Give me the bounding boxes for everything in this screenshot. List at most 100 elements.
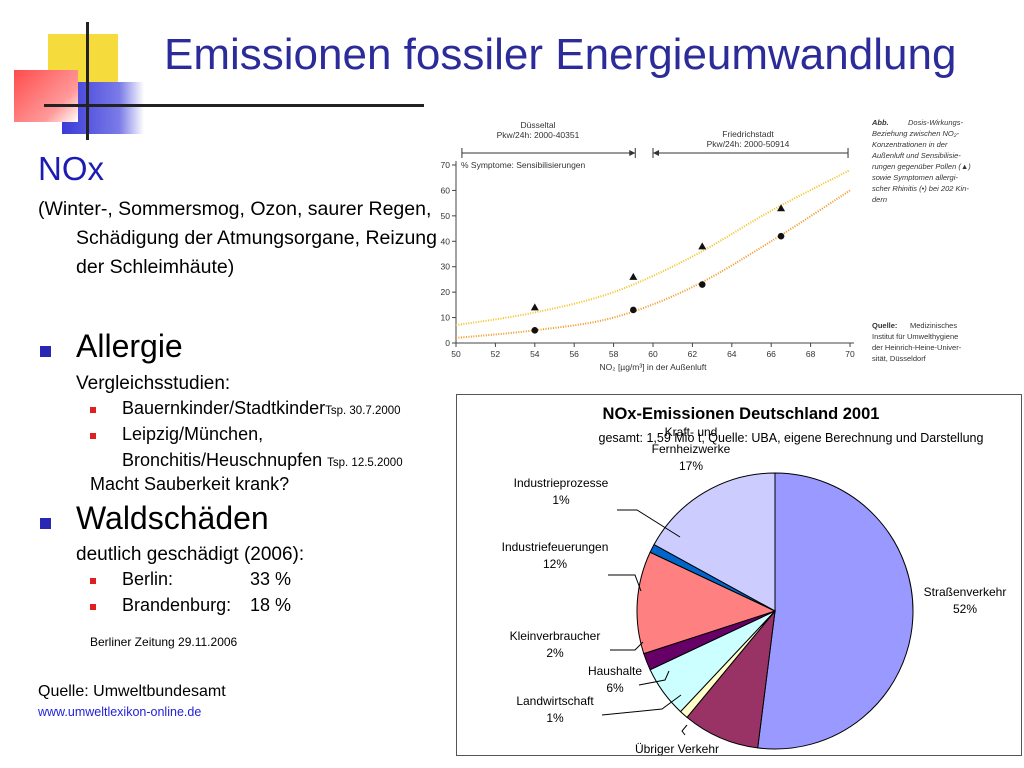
leader-line-3: [601, 694, 682, 716]
circle-point: [698, 281, 706, 288]
line-chart-ticks: 0 10 20 30 40 50 60 70 50 52 54 56 58 60 62 64 66 68 70 NO₂…: [441, 160, 855, 372]
circle-point: [630, 306, 637, 314]
y-tick-label: 60: [441, 185, 451, 195]
y-tick-label: 0: [445, 338, 450, 348]
range-a-name: Düsseltal: [521, 120, 556, 130]
allergie-item-3: Bronchitis/Heuschnupfen Tsp. 12.5.2000: [122, 450, 403, 471]
caption-line: scher Rhinitis (•) bei 202 Kin-: [872, 184, 969, 193]
caption-line: rungen gegenüber Pollen (▲): [872, 162, 971, 171]
triangle-point: [629, 272, 638, 280]
y-tick-label: 70: [441, 160, 451, 170]
y-annotation: % Symptome: Sensibilisierungen: [461, 160, 586, 170]
chart-source-line: Medizinisches: [910, 321, 957, 330]
pie-label-7: 1%: [552, 493, 570, 507]
pie-label-1: 52%: [953, 602, 977, 616]
arrowhead-icon: [653, 150, 659, 156]
pie-slices: [636, 472, 914, 750]
caption-line: Konzentrationen in der: [872, 140, 948, 149]
logo-square-red: [14, 70, 78, 122]
x-tick-label: 70: [845, 349, 855, 359]
caption-line: dern: [872, 195, 887, 204]
triangle-point: [530, 303, 539, 311]
pie-label-8: 17%: [679, 459, 703, 473]
x-tick-label: 66: [766, 349, 776, 359]
allergie-note: Macht Sauberkeit krank?: [90, 474, 290, 494]
allergie-item-1-text: Bauernkinder/Stadtkinder: [122, 398, 326, 418]
nox-description: (Winter-, Sommersmog, Ozon, saurer Regen…: [38, 198, 437, 278]
x-tick-label: 62: [688, 349, 698, 359]
waldschaeden-subheading: deutlich geschädigt (2006):: [76, 544, 305, 565]
pie-title: NOx-Emissionen Deutschland 2001: [603, 405, 880, 423]
pie-label-8: Kraft- und: [665, 425, 718, 439]
chart-source-label: Quelle:: [872, 321, 897, 330]
pie-label-7: Industrieprozesse: [514, 476, 609, 490]
y-tick-label: 20: [441, 287, 451, 297]
leader-line-7: [617, 509, 681, 538]
pie-label-2: Übriger Verkehr: [635, 742, 719, 755]
x-tick-label: 60: [648, 349, 658, 359]
x-tick-label: 64: [727, 349, 737, 359]
pie-label-5: Kleinverbraucher: [510, 629, 601, 643]
x-tick-label: 68: [806, 349, 816, 359]
pie-subtitle: gesamt: 1,59 Mio t, Quelle: UBA, eigene …: [599, 431, 984, 445]
circle-point: [531, 326, 539, 334]
x-tick-label: 54: [530, 349, 540, 359]
arrowhead-icon: [629, 150, 636, 156]
leader-line-6: [608, 574, 642, 592]
pie-label-1: Straßenverkehr: [924, 585, 1007, 599]
nox-heading: NOx: [38, 150, 104, 187]
caption-abb: Abb.: [871, 118, 889, 127]
range-b-traffic: Pkw/24h: 2000-50914: [707, 139, 790, 149]
bullet-red-icon: [90, 407, 96, 413]
allergie-heading: Allergie: [76, 328, 183, 364]
x-tick-label: 52: [491, 349, 501, 359]
x-tick-label: 58: [609, 349, 619, 359]
pie-chart-panel: NOx-Emissionen Deutschland 2001 gesamt: …: [456, 394, 1022, 756]
waldschaeden-source: Berliner Zeitung 29.11.2006: [90, 635, 238, 649]
series-curve-2: [455, 189, 851, 339]
caption-line: sowie Symptomen allergi-: [872, 173, 958, 182]
bullet-red-icon: [90, 578, 96, 584]
chart-source-line: sität, Düsseldorf: [872, 354, 927, 363]
allergie-item-2: Leipzig/München,: [122, 424, 264, 444]
leader-line-4: [638, 670, 670, 686]
pie-label-3: Landwirtschaft: [516, 694, 594, 708]
pie-label-5: 2%: [546, 646, 564, 660]
nox-pie-chart: NOx-Emissionen Deutschland 2001 gesamt: …: [502, 405, 1007, 756]
allergie-item-3-ref: Tsp. 12.5.2000: [327, 457, 403, 469]
dose-response-chart: 0 10 20 30 40 50 60 70 50 52 54 56 58 60 62 64 66 68 70 NO₂…: [441, 118, 972, 372]
range-a-traffic: Pkw/24h: 2000-40351: [497, 130, 580, 140]
line-chart-caption: Abb. Dosis-Wirkungs- Beziehung zwischen NO…: [871, 118, 971, 363]
series-curve-1: [455, 169, 851, 327]
waldschaeden-berlin-value: 33 %: [250, 569, 292, 589]
waldschaeden-brandenburg-label: Brandenburg:: [122, 595, 232, 615]
waldschaeden-brandenburg-value: 18 %: [250, 595, 292, 615]
caption-line: Außenluft und Sensibilisie-: [871, 151, 961, 160]
allergie-item-1-ref: Tsp. 30.7.2000: [325, 405, 401, 417]
triangle-point: [777, 204, 786, 212]
bullet-red-icon: [90, 433, 96, 439]
caption-line: Dosis-Wirkungs-: [908, 118, 963, 127]
pie-label-3: 1%: [546, 711, 564, 725]
pie-label-6: 12%: [543, 557, 567, 571]
y-tick-label: 10: [441, 313, 451, 323]
pie-label-6: Industriefeuerungen: [502, 540, 609, 554]
y-tick-label: 40: [441, 236, 451, 246]
y-tick-label: 30: [441, 262, 451, 272]
line-chart-series: [455, 169, 851, 339]
source-link[interactable]: www.umweltlexikon-online.de: [38, 705, 202, 719]
leader-line-5: [610, 641, 644, 651]
source-label: Quelle: Umweltbundesamt: [38, 683, 226, 700]
line-chart-panel: 0 10 20 30 40 50 60 70 50 52 54 56 58 60 62 64 66 68 70 NO₂…: [428, 108, 1024, 386]
allergie-item-3-text: Bronchitis/Heuschnupfen: [122, 450, 323, 470]
chart-source-line: der Heinrich-Heine-Univer-: [872, 343, 962, 352]
leader-line-2: [681, 724, 688, 736]
circle-point: [777, 232, 785, 240]
x-axis-label: NO₂ [µg/m³] in der Außenluft: [600, 362, 708, 372]
allergie-subheading: Vergleichsstudien:: [76, 373, 231, 394]
caption-line: Beziehung zwischen NO₂-: [872, 129, 960, 138]
waldschaeden-berlin-label: Berlin:: [122, 569, 174, 589]
pie-label-8: Fernheizwerke: [652, 442, 731, 456]
pie-slice-8: [653, 472, 776, 612]
